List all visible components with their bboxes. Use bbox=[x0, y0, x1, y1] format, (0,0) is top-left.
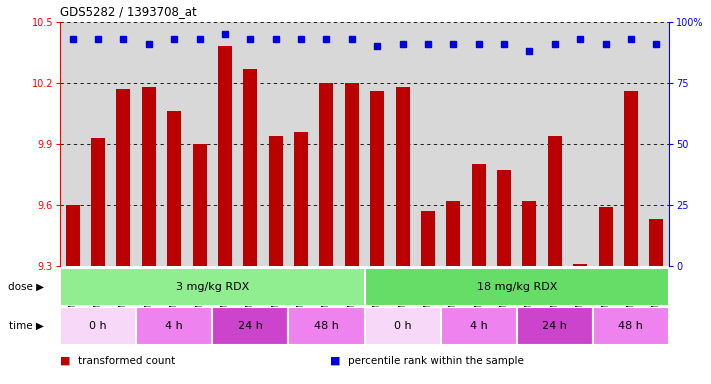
Bar bbox=[593, 307, 669, 345]
Bar bbox=[91, 138, 105, 266]
Bar bbox=[269, 136, 283, 266]
Bar bbox=[649, 219, 663, 266]
Bar bbox=[243, 69, 257, 266]
Bar bbox=[60, 268, 365, 306]
Bar bbox=[441, 307, 517, 345]
Bar bbox=[345, 83, 359, 266]
Text: 48 h: 48 h bbox=[619, 321, 643, 331]
Bar bbox=[365, 307, 441, 345]
Bar bbox=[193, 144, 206, 266]
Text: 0 h: 0 h bbox=[394, 321, 412, 331]
Bar bbox=[447, 201, 460, 266]
Bar bbox=[218, 46, 232, 266]
Bar bbox=[471, 164, 486, 266]
Bar bbox=[213, 307, 289, 345]
Text: dose ▶: dose ▶ bbox=[8, 282, 44, 292]
Text: 24 h: 24 h bbox=[542, 321, 567, 331]
Bar bbox=[141, 87, 156, 266]
Bar bbox=[167, 111, 181, 266]
Bar bbox=[573, 264, 587, 266]
Text: 4 h: 4 h bbox=[166, 321, 183, 331]
Bar bbox=[289, 307, 365, 345]
Bar bbox=[624, 91, 638, 266]
Text: GDS5282 / 1393708_at: GDS5282 / 1393708_at bbox=[60, 5, 197, 18]
Bar bbox=[60, 307, 136, 345]
Bar bbox=[517, 307, 593, 345]
Bar bbox=[319, 83, 333, 266]
Bar bbox=[395, 87, 410, 266]
Bar bbox=[294, 132, 308, 266]
Text: ■: ■ bbox=[60, 356, 74, 366]
Bar bbox=[365, 268, 669, 306]
Text: 3 mg/kg RDX: 3 mg/kg RDX bbox=[176, 282, 249, 292]
Text: 4 h: 4 h bbox=[470, 321, 488, 331]
Text: time ▶: time ▶ bbox=[9, 321, 43, 331]
Text: transformed count: transformed count bbox=[77, 356, 175, 366]
Bar bbox=[421, 211, 435, 266]
Text: percentile rank within the sample: percentile rank within the sample bbox=[348, 356, 524, 366]
Bar bbox=[370, 91, 384, 266]
Bar bbox=[117, 89, 130, 266]
Text: 48 h: 48 h bbox=[314, 321, 339, 331]
Bar bbox=[523, 201, 536, 266]
Bar bbox=[497, 170, 511, 266]
Text: 0 h: 0 h bbox=[90, 321, 107, 331]
Text: ■: ■ bbox=[330, 356, 344, 366]
Bar bbox=[136, 307, 213, 345]
Bar bbox=[599, 207, 613, 266]
Bar bbox=[548, 136, 562, 266]
Text: 18 mg/kg RDX: 18 mg/kg RDX bbox=[476, 282, 557, 292]
Text: 24 h: 24 h bbox=[238, 321, 263, 331]
Bar bbox=[65, 205, 80, 266]
